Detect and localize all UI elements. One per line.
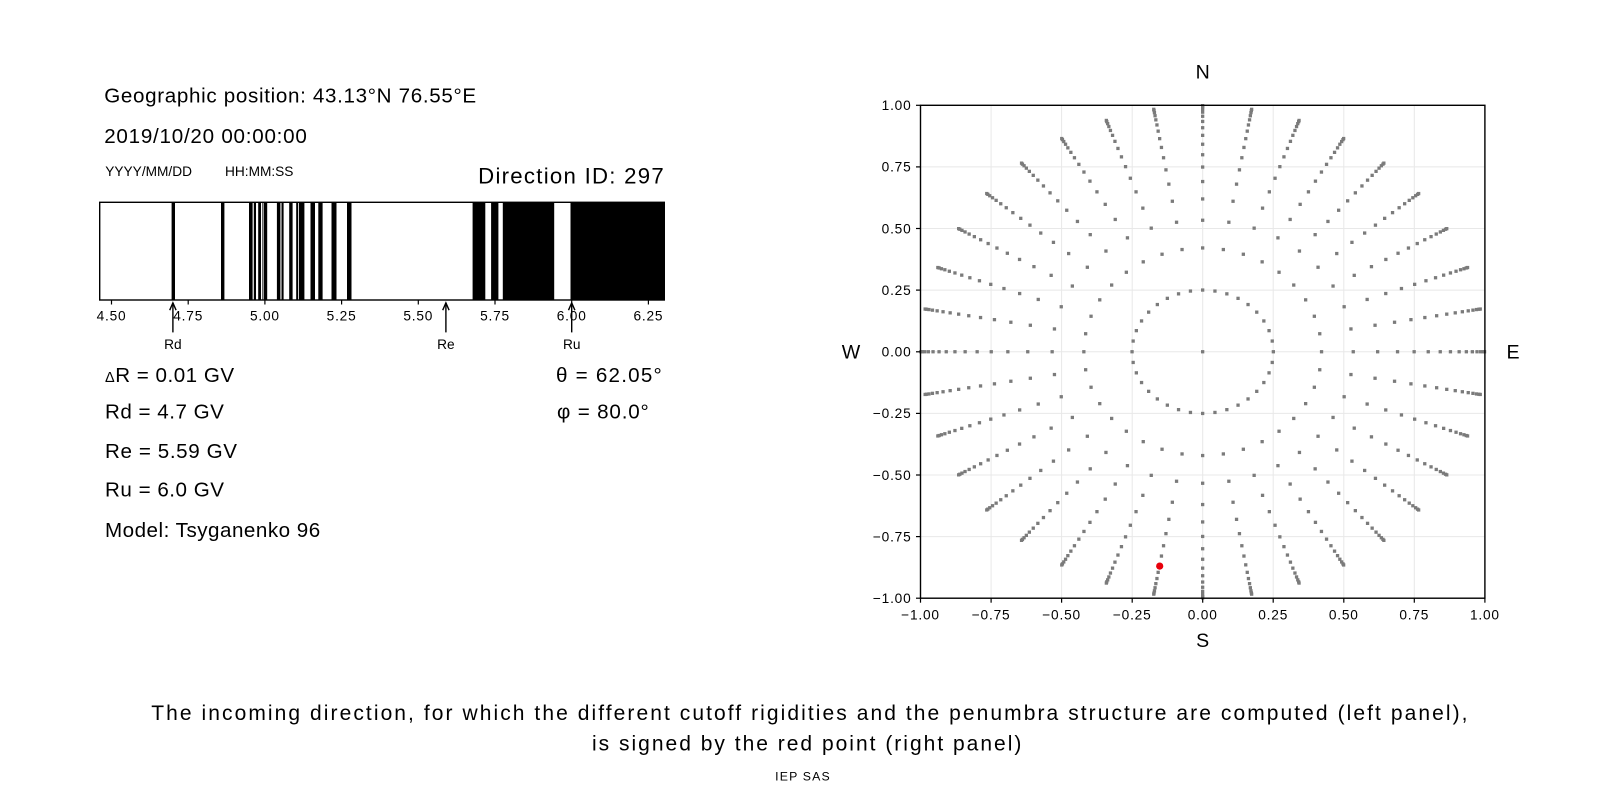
svg-text:−0.25: −0.25	[1113, 608, 1152, 623]
svg-text:N: N	[1196, 62, 1210, 84]
svg-text:5.25: 5.25	[327, 309, 357, 324]
svg-text:YYYY/MM/DD: YYYY/MM/DD	[105, 164, 192, 179]
svg-text:Ru = 6.0 GV: Ru = 6.0 GV	[105, 478, 225, 501]
svg-text:The incoming direction, for wh: The incoming direction, for which the di…	[151, 702, 1469, 725]
svg-text:Geographic position: 43.13°N 7: Geographic position: 43.13°N 76.55°E	[104, 85, 477, 108]
svg-text:S: S	[1196, 630, 1209, 652]
svg-text:−0.75: −0.75	[972, 608, 1011, 623]
svg-text:Rd = 4.7 GV: Rd = 4.7 GV	[105, 401, 224, 424]
svg-text:0.75: 0.75	[882, 160, 912, 175]
svg-text:θ = 62.05°: θ = 62.05°	[556, 364, 663, 387]
svg-text:Rd: Rd	[164, 337, 182, 352]
svg-text:Direction ID: 297: Direction ID: 297	[478, 163, 665, 188]
svg-text:5.50: 5.50	[403, 309, 433, 324]
svg-text:0.00: 0.00	[882, 345, 912, 360]
svg-text:Re = 5.59 GV: Re = 5.59 GV	[105, 440, 238, 463]
svg-text:Ru: Ru	[563, 337, 581, 352]
svg-text:−0.50: −0.50	[873, 468, 912, 483]
svg-text:is signed by the red point (ri: is signed by the red point (right panel)	[592, 733, 1023, 756]
svg-text:4.50: 4.50	[97, 309, 127, 324]
svg-text:−0.75: −0.75	[873, 529, 912, 544]
svg-text:−1.00: −1.00	[901, 608, 940, 623]
svg-text:E: E	[1506, 342, 1519, 364]
svg-text:0.25: 0.25	[882, 283, 912, 298]
svg-text:0.75: 0.75	[1399, 608, 1429, 623]
svg-text:φ = 80.0°: φ = 80.0°	[557, 401, 650, 424]
svg-text:−0.25: −0.25	[873, 406, 912, 421]
svg-text:1.00: 1.00	[1470, 608, 1500, 623]
svg-text:−1.00: −1.00	[873, 591, 912, 606]
svg-text:HH:MM:SS: HH:MM:SS	[225, 164, 293, 179]
svg-text:W: W	[842, 342, 861, 364]
svg-text:5.75: 5.75	[480, 309, 510, 324]
svg-text:0.50: 0.50	[1329, 608, 1359, 623]
svg-text:0.00: 0.00	[1188, 608, 1218, 623]
svg-text:5.00: 5.00	[250, 309, 280, 324]
svg-text:4.75: 4.75	[173, 309, 203, 324]
svg-text:−0.50: −0.50	[1042, 608, 1081, 623]
svg-text:2019/10/20 00:00:00: 2019/10/20 00:00:00	[104, 125, 307, 148]
svg-text:0.50: 0.50	[882, 221, 912, 236]
svg-text:ΔR = 0.01 GV: ΔR = 0.01 GV	[105, 364, 235, 387]
svg-text:0.25: 0.25	[1258, 608, 1288, 623]
svg-text:IEP SAS: IEP SAS	[775, 770, 831, 784]
svg-text:1.00: 1.00	[882, 98, 912, 113]
svg-text:Model: Tsyganenko 96: Model: Tsyganenko 96	[105, 519, 321, 542]
svg-text:Re: Re	[437, 337, 455, 352]
svg-text:6.25: 6.25	[633, 309, 663, 324]
